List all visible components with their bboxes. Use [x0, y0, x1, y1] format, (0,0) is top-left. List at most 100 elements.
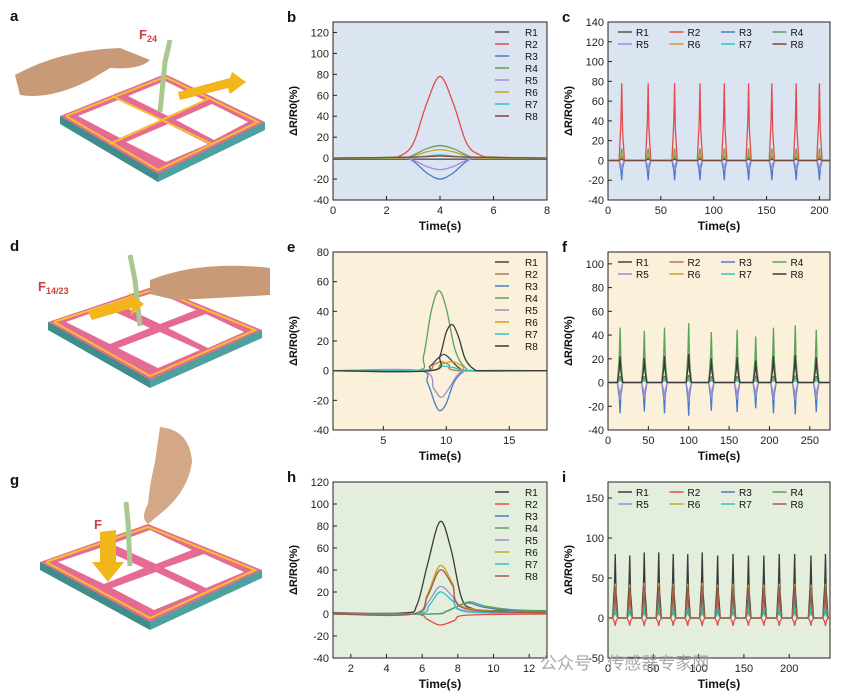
y-tick-label: -40	[313, 425, 329, 437]
x-tick-label: 100	[680, 435, 698, 447]
legend-label: R3	[739, 258, 752, 269]
legend-label: R1	[525, 258, 538, 269]
chart-b: b -40 -20 0 20 40 60 80 100 120 0 2 4 6 8 Time(s) ΔR/R0(…	[287, 9, 550, 233]
panel-label-c: c	[562, 9, 570, 26]
legend-label: R4	[525, 294, 538, 305]
y-tick-label: 100	[586, 57, 604, 69]
legend-label: R3	[739, 488, 752, 499]
y-tick-label: 50	[592, 573, 604, 585]
y-tick-label: -20	[588, 175, 604, 187]
x-tick-label: 12	[523, 663, 535, 675]
series-line-r2	[608, 617, 830, 627]
legend-label: R8	[525, 572, 538, 583]
y-tick-label: 0	[598, 613, 604, 625]
y-tick-label: 40	[317, 306, 329, 318]
legend-label: R3	[525, 282, 538, 293]
y-tick-label: -40	[313, 653, 329, 665]
x-tick-label: 6	[490, 205, 496, 217]
y-tick-label: 80	[317, 69, 329, 81]
x-axis-label: Time(s)	[698, 449, 740, 463]
sensor-illustration-d: F14/23	[38, 254, 270, 388]
legend-label: R6	[525, 318, 538, 329]
y-tick-label: 0	[323, 153, 329, 165]
chart-e: e -40 -20 0 20 40 60 80 5 10 15 Time(s) ΔR/R0(%) R1R2…	[287, 239, 548, 463]
x-tick-label: 100	[689, 663, 707, 675]
y-tick-label: -40	[588, 425, 604, 437]
y-tick-label: -40	[588, 195, 604, 207]
x-tick-label: 0	[605, 435, 611, 447]
y-tick-label: -50	[588, 653, 604, 665]
legend-label: R2	[688, 488, 701, 499]
y-tick-label: 20	[317, 587, 329, 599]
y-tick-label: 80	[317, 247, 329, 259]
legend-label: R2	[525, 40, 538, 51]
legend-label: R8	[525, 112, 538, 123]
panel-label-d: d	[10, 238, 20, 255]
legend-label: R4	[791, 28, 804, 39]
legend-label: R8	[791, 500, 804, 511]
x-tick-label: 5	[380, 435, 386, 447]
force-label-a: F24	[139, 27, 157, 44]
y-tick-label: 120	[586, 37, 604, 49]
y-tick-label: 140	[586, 17, 604, 29]
series-line-r3	[608, 159, 830, 181]
legend-label: R5	[636, 270, 649, 281]
y-axis-label: ΔR/R0(%)	[288, 545, 300, 595]
y-tick-label: 100	[311, 48, 329, 60]
legend-label: R8	[791, 40, 804, 51]
legend-label: R8	[791, 270, 804, 281]
y-tick-label: 20	[592, 354, 604, 366]
legend-label: R2	[688, 28, 701, 39]
panel-label-g: g	[10, 472, 20, 489]
x-axis-label: Time(s)	[419, 219, 461, 233]
legend-label: R4	[791, 258, 804, 269]
series-line-r4	[608, 148, 830, 162]
plot-area	[607, 21, 831, 201]
x-tick-label: 50	[642, 435, 654, 447]
x-tick-label: 2	[383, 205, 389, 217]
legend-label: R7	[739, 40, 752, 51]
chart-c: c -40 -20 0 20 40 60 80 100 120 140 0 50 100 150 200 Tim…	[562, 9, 831, 233]
y-tick-label: 80	[592, 76, 604, 88]
y-tick-label: 120	[311, 27, 329, 39]
watermark: 公众号 · 传感器专家网	[540, 654, 710, 674]
legend-label: R2	[525, 500, 538, 511]
x-axis-label: Time(s)	[419, 449, 461, 463]
legend-label: R1	[525, 488, 538, 499]
panel-label-e: e	[287, 239, 295, 256]
x-tick-label: 0	[605, 663, 611, 675]
y-tick-label: 150	[586, 493, 604, 505]
series-line-r8	[608, 585, 830, 619]
x-tick-label: 0	[605, 205, 611, 217]
sensor-illustration-g: F	[40, 427, 262, 630]
y-tick-label: 20	[317, 336, 329, 348]
series-line-r8	[608, 157, 830, 162]
y-tick-label: 40	[592, 330, 604, 342]
series-group	[333, 75, 547, 180]
legend-label: R4	[525, 64, 538, 75]
series-line-r8	[608, 354, 830, 384]
y-tick-label: 60	[317, 543, 329, 555]
x-axis-label: Time(s)	[419, 677, 461, 691]
x-tick-label: 50	[647, 663, 659, 675]
legend-label: R7	[739, 270, 752, 281]
x-tick-label: 15	[503, 435, 515, 447]
y-tick-label: -40	[313, 195, 329, 207]
legend-label: R7	[525, 330, 538, 341]
x-tick-label: 2	[348, 663, 354, 675]
y-tick-label: 40	[592, 116, 604, 128]
legend-label: R7	[525, 100, 538, 111]
series-line-r4	[333, 601, 547, 615]
y-tick-label: 60	[317, 90, 329, 102]
y-tick-label: 80	[317, 521, 329, 533]
y-tick-label: -20	[588, 401, 604, 413]
series-group	[333, 289, 547, 412]
legend-label: R6	[688, 270, 701, 281]
y-tick-label: -20	[313, 631, 329, 643]
x-tick-label: 150	[757, 205, 775, 217]
